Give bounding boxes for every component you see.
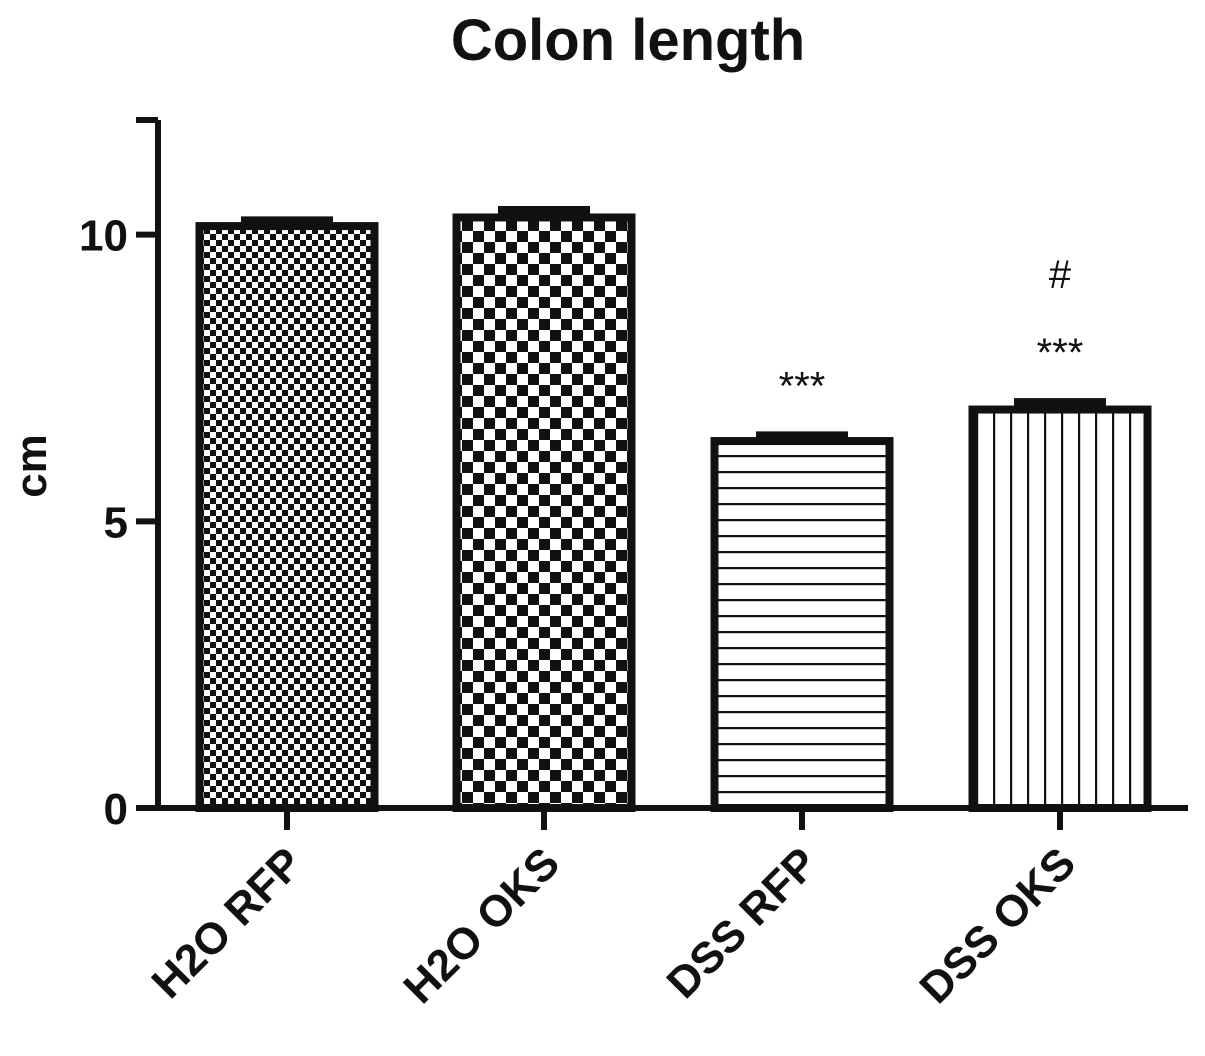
y-axis-label: cm xyxy=(7,434,56,498)
bar-1 xyxy=(452,213,636,812)
bar-2 xyxy=(710,437,894,812)
significance-hash: # xyxy=(1049,253,1072,297)
category-label: H2O RFP xyxy=(143,838,312,1007)
y-tick-label: 0 xyxy=(104,785,128,834)
y-tick-label: 10 xyxy=(79,212,128,261)
bars xyxy=(195,206,1152,813)
bar-0 xyxy=(195,222,379,813)
category-label: H2O OKS xyxy=(394,838,569,1013)
y-tick-label: 5 xyxy=(104,498,128,547)
significance-stars: *** xyxy=(1037,331,1084,375)
category-label: DSS RFP xyxy=(658,838,827,1007)
significance-stars: *** xyxy=(779,364,826,408)
chart-title: Colon length xyxy=(451,8,805,73)
bar-3 xyxy=(968,405,1152,812)
category-label: DSS OKS xyxy=(910,838,1085,1013)
